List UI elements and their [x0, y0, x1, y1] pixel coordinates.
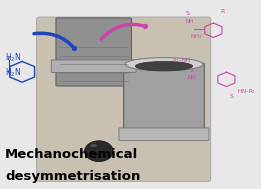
Text: $\mathregular{NH_2}$: $\mathregular{NH_2}$: [190, 32, 203, 41]
Text: HN–$\mathregular{R_2}$: HN–$\mathregular{R_2}$: [237, 87, 256, 95]
FancyBboxPatch shape: [56, 18, 132, 86]
FancyBboxPatch shape: [37, 17, 211, 181]
Ellipse shape: [125, 58, 203, 71]
Text: NH: NH: [186, 19, 194, 24]
Text: $\mathregular{H_2N}$: $\mathregular{H_2N}$: [5, 51, 22, 64]
Text: $\mathregular{R_1}$–NH: $\mathregular{R_1}$–NH: [172, 56, 190, 65]
Text: S: S: [189, 68, 193, 73]
Text: Mechanochemical: Mechanochemical: [5, 148, 138, 161]
Text: $\mathregular{H_2N}$: $\mathregular{H_2N}$: [5, 67, 22, 79]
Circle shape: [85, 141, 113, 162]
FancyBboxPatch shape: [124, 63, 204, 137]
FancyBboxPatch shape: [119, 128, 209, 140]
Ellipse shape: [91, 144, 97, 147]
Text: desymmetrisation: desymmetrisation: [5, 170, 141, 183]
FancyBboxPatch shape: [51, 60, 136, 72]
Text: NH: NH: [187, 75, 195, 80]
Text: S: S: [186, 11, 189, 16]
Text: R: R: [220, 9, 225, 14]
Ellipse shape: [135, 61, 193, 71]
Text: S: S: [230, 94, 234, 99]
